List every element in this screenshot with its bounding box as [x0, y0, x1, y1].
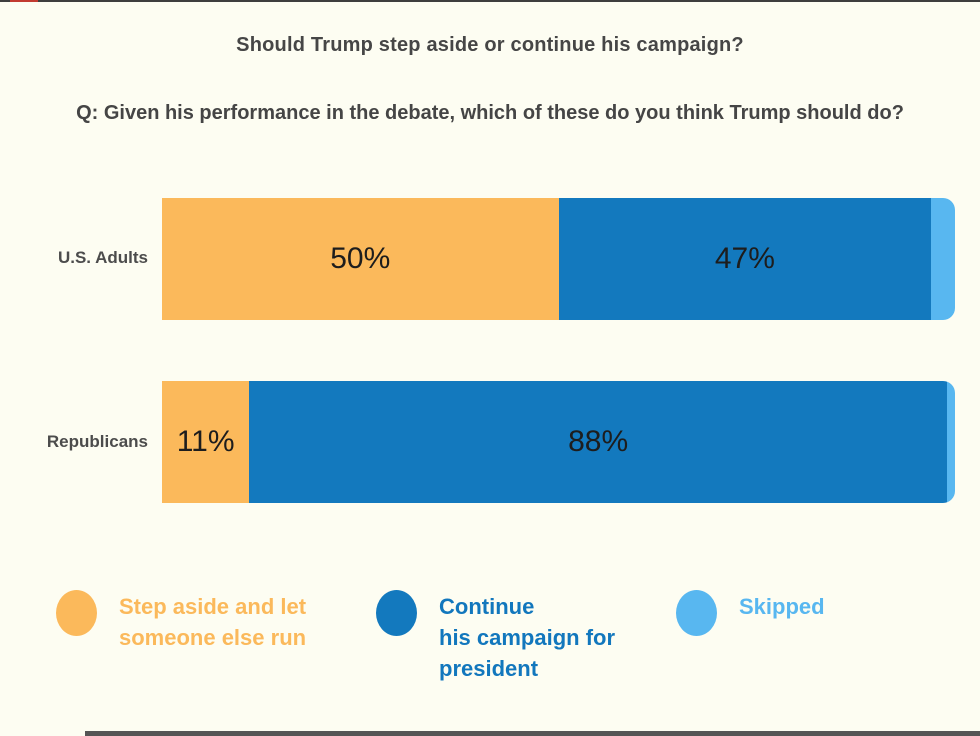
horizontal-scrollbar[interactable] — [85, 731, 980, 736]
segment-value-label: 47% — [714, 242, 775, 275]
bar-segment — [931, 198, 955, 320]
circle-swatch-icon — [376, 590, 417, 636]
circle-swatch-icon — [676, 590, 717, 636]
chart-legend: Step aside and let someone else run Contin… — [56, 590, 960, 684]
legend-label: Skipped — [739, 594, 825, 619]
bar-segment: 11% — [162, 381, 250, 503]
bar-segment: 47% — [558, 198, 932, 320]
category-label: U.S. Adults — [57, 248, 148, 267]
circle-swatch-icon — [56, 590, 97, 636]
category-label: Republicans — [46, 432, 148, 451]
segment-value-label: 11% — [176, 425, 235, 458]
bar-segment: 88% — [249, 381, 948, 503]
segment-value-label: 88% — [568, 425, 629, 458]
legend-item: Continue his campaign for president — [376, 590, 676, 684]
chart-question: Q: Given his performance in the debate, … — [76, 102, 904, 124]
stacked-bar: 50% 47% — [162, 198, 955, 320]
bar-segment — [947, 381, 955, 503]
stacked-bar: 11% 88% — [162, 381, 955, 503]
legend-label: Step aside and let someone else run — [119, 594, 307, 650]
top-border-accent — [10, 0, 38, 2]
legend-label: Continue his campaign for president — [439, 594, 616, 681]
segment-value-label: 50% — [330, 242, 391, 275]
top-border-line — [0, 0, 980, 2]
legend-item: Skipped — [676, 590, 825, 636]
bar-segment: 50% — [162, 198, 559, 320]
chart-title: Should Trump step aside or continue his … — [236, 34, 744, 56]
legend-item: Step aside and let someone else run — [56, 590, 376, 653]
